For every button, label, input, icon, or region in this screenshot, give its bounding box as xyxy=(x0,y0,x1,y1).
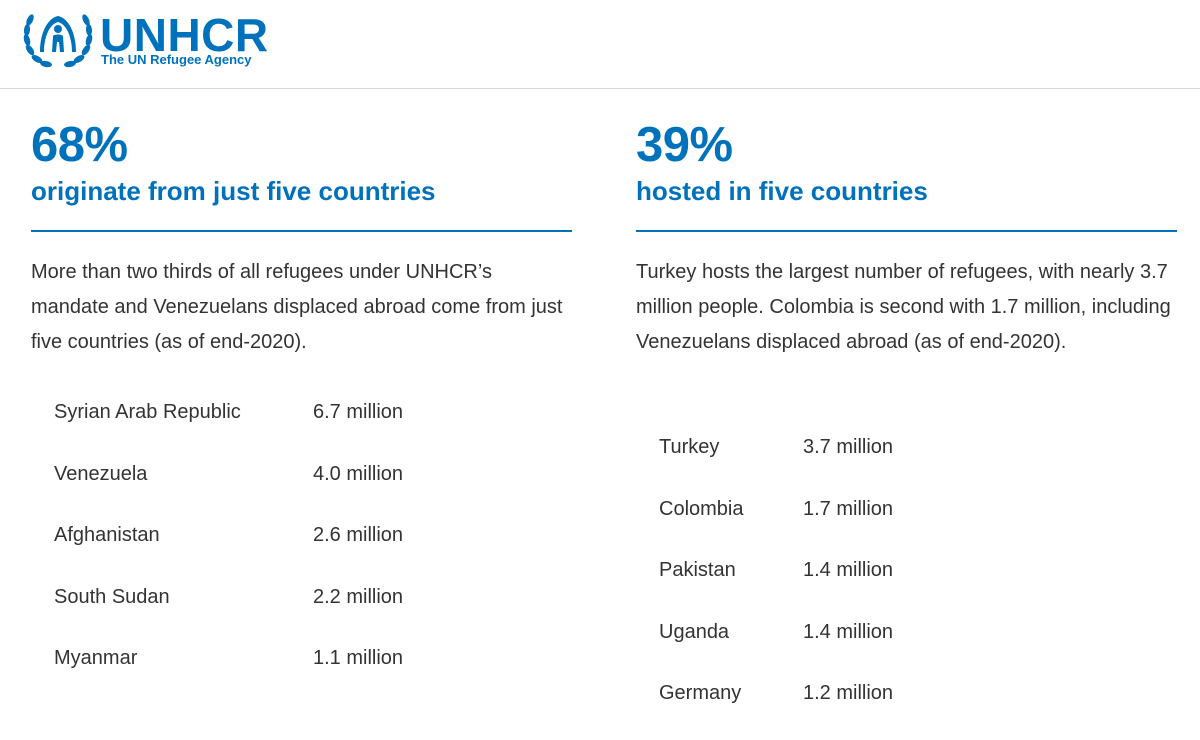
host-description: Turkey hosts the largest number of refug… xyxy=(636,261,1171,353)
country-name: Uganda xyxy=(659,620,730,643)
refugee-count: 1.4 million xyxy=(803,559,894,581)
section-divider xyxy=(31,230,572,232)
refugee-count: 6.7 million xyxy=(313,401,404,423)
unhcr-logo-link[interactable]: UNHCR The UN Refugee Agency xyxy=(22,8,282,72)
country-name: Myanmar xyxy=(54,647,138,669)
refugee-count: 4.0 million xyxy=(313,462,404,485)
logo-tagline: The UN Refugee Agency xyxy=(101,52,252,67)
country-name: Germany xyxy=(659,682,742,704)
country-name: Colombia xyxy=(659,497,744,520)
refugee-count: 1.1 million xyxy=(313,647,404,669)
unhcr-emblem-icon xyxy=(23,14,93,68)
origin-stat: 68% xyxy=(31,118,128,172)
origin-countries-panel: 68% originate from just five countries M… xyxy=(31,89,572,740)
origin-description: More than two thirds of all refugees und… xyxy=(31,261,563,353)
country-name: Syrian Arab Republic xyxy=(54,401,241,423)
refugee-count: 1.7 million xyxy=(803,497,894,520)
refugee-count: 1.4 million xyxy=(803,620,894,643)
origin-subtitle: originate from just five countries xyxy=(31,176,436,206)
refugee-count: 3.7 million xyxy=(803,436,894,458)
country-name: Turkey xyxy=(659,436,720,458)
country-name: Afghanistan xyxy=(54,524,160,546)
host-subtitle: hosted in five countries xyxy=(636,176,928,206)
country-name: Venezuela xyxy=(54,462,148,485)
refugee-count: 2.6 million xyxy=(313,524,404,546)
host-countries-panel: 39% hosted in five countries Turkey host… xyxy=(636,89,1177,740)
country-name: South Sudan xyxy=(54,585,170,608)
logo-wordmark: UNHCR xyxy=(100,9,269,61)
host-stat: 39% xyxy=(636,118,733,172)
site-header: UNHCR The UN Refugee Agency xyxy=(0,0,1200,89)
refugee-count: 1.2 million xyxy=(803,682,894,704)
country-name: Pakistan xyxy=(659,559,736,581)
section-divider xyxy=(636,230,1177,232)
refugee-count: 2.2 million xyxy=(313,585,404,608)
